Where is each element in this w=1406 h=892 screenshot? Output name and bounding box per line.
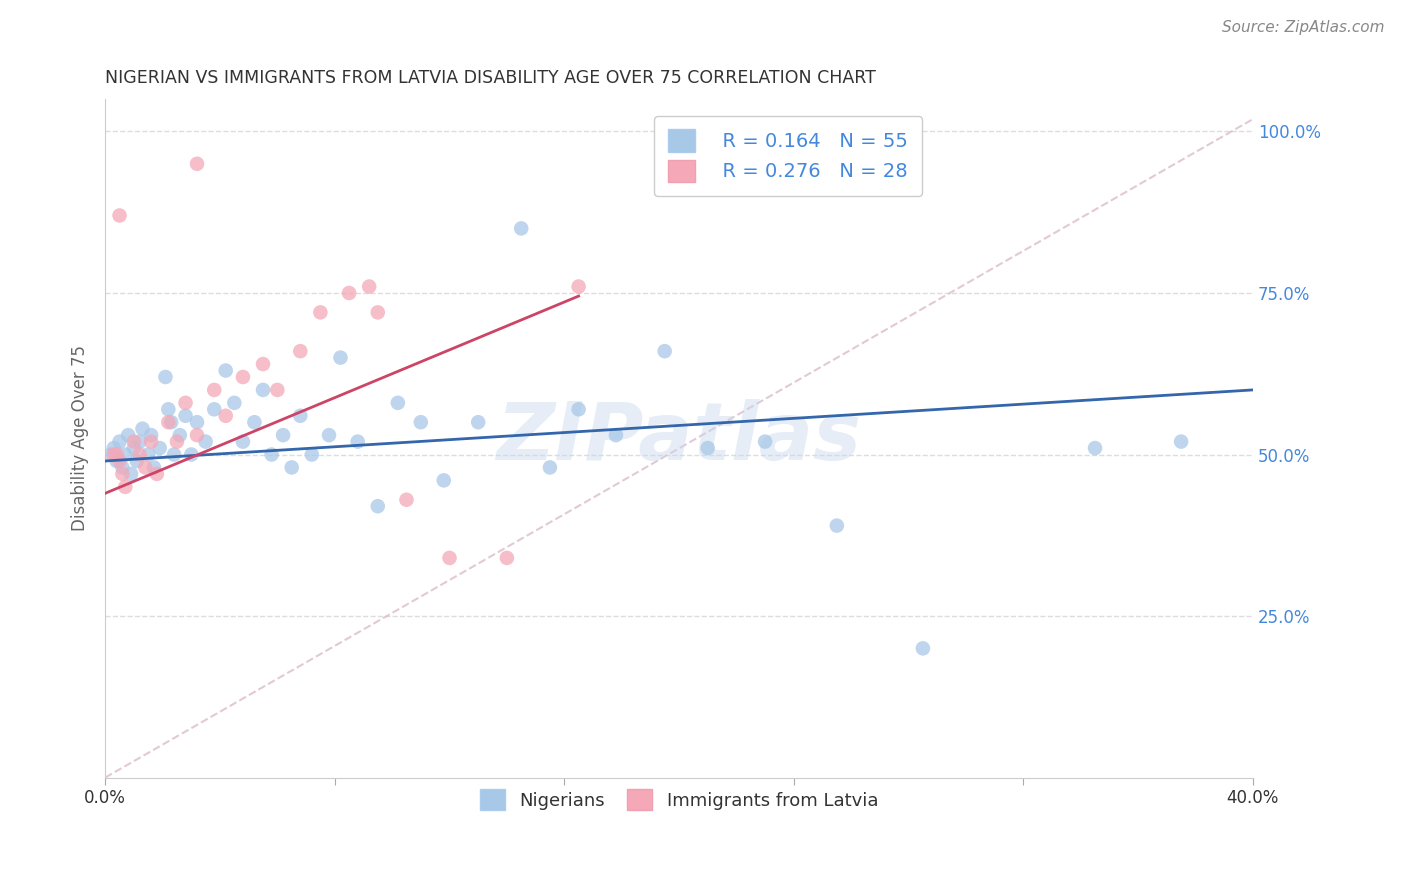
Y-axis label: Disability Age Over 75: Disability Age Over 75 — [72, 345, 89, 532]
Point — [215, 409, 238, 423]
Point — [139, 434, 162, 449]
Point — [280, 460, 302, 475]
Point — [290, 409, 312, 423]
Point — [194, 434, 217, 449]
Point — [163, 448, 186, 462]
Point — [149, 441, 172, 455]
Text: Source: ZipAtlas.com: Source: ZipAtlas.com — [1222, 20, 1385, 35]
Point — [111, 467, 134, 481]
Point — [157, 402, 180, 417]
Point — [114, 480, 136, 494]
Point — [155, 370, 177, 384]
Point — [134, 460, 156, 475]
Point — [128, 434, 150, 449]
Point — [122, 441, 145, 455]
Point — [568, 402, 591, 417]
Point — [174, 409, 197, 423]
Point — [108, 454, 131, 468]
Point — [439, 550, 461, 565]
Point — [224, 396, 246, 410]
Point — [143, 460, 166, 475]
Point — [301, 448, 323, 462]
Point — [911, 641, 934, 656]
Point — [131, 422, 153, 436]
Point — [696, 441, 718, 455]
Point — [120, 467, 142, 481]
Point — [605, 428, 627, 442]
Point — [260, 448, 283, 462]
Point — [387, 396, 409, 410]
Point — [186, 415, 208, 429]
Point — [433, 474, 456, 488]
Point — [367, 305, 389, 319]
Point — [825, 518, 848, 533]
Point — [568, 279, 591, 293]
Point — [202, 402, 225, 417]
Point — [180, 448, 202, 462]
Point — [329, 351, 352, 365]
Point — [337, 285, 360, 300]
Point — [111, 460, 134, 475]
Point — [146, 467, 169, 481]
Legend: Nigerians, Immigrants from Latvia: Nigerians, Immigrants from Latvia — [467, 777, 891, 822]
Point — [157, 415, 180, 429]
Point — [105, 454, 128, 468]
Point — [395, 492, 418, 507]
Point — [346, 434, 368, 449]
Point — [174, 396, 197, 410]
Point — [114, 448, 136, 462]
Point — [117, 428, 139, 442]
Point — [252, 357, 274, 371]
Point — [510, 221, 533, 235]
Point — [367, 500, 389, 514]
Point — [103, 448, 125, 462]
Point — [1084, 441, 1107, 455]
Point — [654, 344, 676, 359]
Point — [100, 448, 122, 462]
Point — [139, 428, 162, 442]
Point — [252, 383, 274, 397]
Point — [108, 209, 131, 223]
Point — [169, 428, 191, 442]
Point — [103, 441, 125, 455]
Point — [232, 434, 254, 449]
Point — [467, 415, 489, 429]
Point — [136, 448, 159, 462]
Point — [754, 434, 776, 449]
Point — [105, 448, 128, 462]
Point — [409, 415, 432, 429]
Point — [359, 279, 381, 293]
Point — [266, 383, 288, 397]
Point — [166, 434, 188, 449]
Point — [125, 454, 148, 468]
Text: NIGERIAN VS IMMIGRANTS FROM LATVIA DISABILITY AGE OVER 75 CORRELATION CHART: NIGERIAN VS IMMIGRANTS FROM LATVIA DISAB… — [105, 69, 876, 87]
Point — [1170, 434, 1192, 449]
Text: ZIPatlas: ZIPatlas — [496, 400, 862, 477]
Point — [290, 344, 312, 359]
Point — [108, 434, 131, 449]
Point — [243, 415, 266, 429]
Point — [186, 157, 208, 171]
Point — [128, 448, 150, 462]
Point — [271, 428, 294, 442]
Point — [538, 460, 561, 475]
Point — [122, 434, 145, 449]
Point — [496, 550, 519, 565]
Point — [160, 415, 183, 429]
Point — [318, 428, 340, 442]
Point — [309, 305, 332, 319]
Point — [186, 428, 208, 442]
Point — [215, 363, 238, 377]
Point — [202, 383, 225, 397]
Point — [232, 370, 254, 384]
